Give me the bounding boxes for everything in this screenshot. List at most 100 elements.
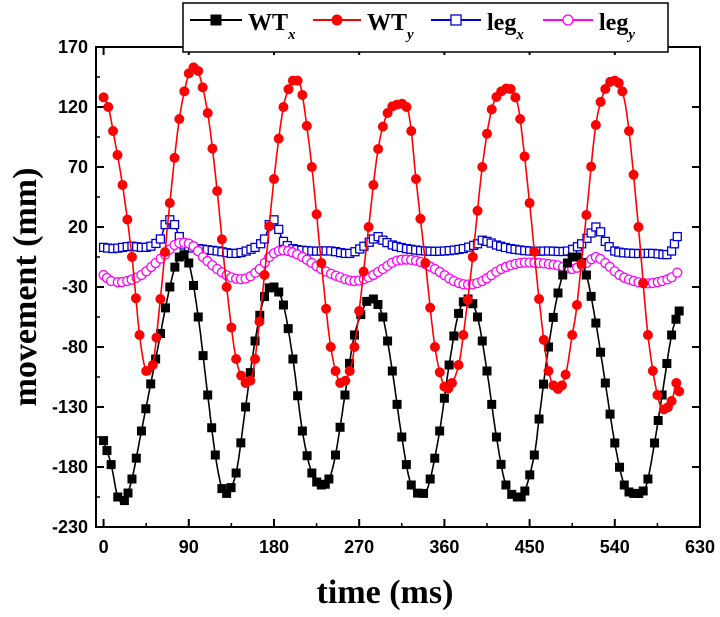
- tick-labels: 0 90 180 270 360 450 540 630 -230 -180 -130 -80 -30 2…: [52, 37, 715, 557]
- data-point-WTx: [260, 292, 270, 302]
- data-point-WTx: [231, 468, 241, 478]
- data-point-WTx: [373, 299, 383, 309]
- data-point-WTy: [193, 66, 204, 76]
- data-point-WTy: [98, 92, 109, 103]
- data-point-WTx: [210, 450, 220, 460]
- data-point-WTx: [596, 347, 606, 357]
- data-point-WTy: [169, 152, 180, 163]
- legend-label-legx: legx: [487, 10, 524, 43]
- data-point-WTy: [254, 316, 265, 327]
- data-point-WTy: [216, 234, 227, 245]
- data-point-WTy: [179, 86, 190, 97]
- data-point-WTx: [269, 282, 279, 292]
- data-point-legx: [165, 215, 175, 225]
- data-point-WTx: [558, 270, 568, 280]
- data-point-WTy: [666, 396, 677, 406]
- data-point-WTx: [193, 312, 203, 322]
- data-point-WTy: [510, 92, 521, 103]
- data-point-WTy: [567, 330, 578, 340]
- data-point-WTy: [259, 270, 270, 280]
- data-point-WTy: [292, 75, 303, 86]
- data-point-WTy: [434, 367, 445, 378]
- data-point-legx: [591, 222, 601, 232]
- data-point-WTx: [335, 422, 345, 432]
- data-point-WTx: [274, 287, 284, 297]
- data-point-WTx: [529, 450, 539, 460]
- data-point-WTx: [501, 480, 511, 490]
- data-point-WTx: [293, 391, 303, 401]
- data-point-WTx: [378, 312, 388, 322]
- data-point-WTy: [534, 294, 545, 304]
- data-point-WTy: [221, 282, 232, 292]
- data-point-WTx: [425, 474, 435, 484]
- data-point-WTy: [245, 375, 256, 386]
- data-point-WTy: [462, 294, 473, 305]
- data-point-WTx: [102, 446, 112, 456]
- data-point-legx: [155, 234, 166, 244]
- legend: WTx WTy legx legy: [182, 2, 669, 53]
- data-point-WTx: [397, 432, 407, 442]
- data-point-WTx: [610, 438, 620, 448]
- data-point-WTx: [340, 390, 350, 400]
- x-tick-label: 270: [344, 537, 374, 557]
- data-point-WTy: [283, 84, 294, 95]
- series-WTx: [99, 250, 684, 506]
- data-point-WTy: [108, 126, 119, 136]
- data-point-WTy: [429, 342, 440, 352]
- data-point-WTy: [425, 302, 436, 313]
- data-point-WTx: [615, 462, 625, 472]
- data-point-WTx: [217, 484, 227, 494]
- data-point-WTx: [349, 330, 359, 340]
- data-point-legx: [274, 224, 284, 235]
- data-point-WTx: [297, 426, 307, 436]
- data-point-WTy: [671, 378, 682, 388]
- data-point-WTx: [226, 483, 236, 493]
- data-point-WTy: [202, 108, 213, 118]
- data-point-WTx: [131, 453, 141, 463]
- data-point-WTy: [556, 380, 567, 391]
- data-point-WTy: [481, 128, 492, 139]
- series-line-WTx: [102, 253, 680, 504]
- series-line-WTy: [102, 65, 680, 411]
- data-point-WTy: [467, 252, 478, 262]
- y-tick-label: 170: [58, 37, 88, 57]
- data-point-WTy: [571, 300, 582, 310]
- x-tick-label: 90: [179, 537, 199, 557]
- data-point-WTx: [419, 488, 429, 498]
- data-point-WTx: [189, 281, 199, 290]
- data-point-WTy: [642, 330, 653, 340]
- data-point-WTy: [623, 126, 634, 136]
- data-point-WTx: [477, 336, 487, 346]
- data-point-WTy: [617, 86, 628, 97]
- legend-marker-legx: [450, 14, 462, 26]
- data-point-WTx: [487, 399, 497, 409]
- x-tick-label: 540: [600, 537, 630, 557]
- data-point-WTy: [159, 247, 170, 258]
- data-point-WTx: [619, 480, 629, 490]
- data-point-WTy: [278, 102, 289, 112]
- data-point-WTy: [301, 120, 312, 131]
- data-point-WTx: [123, 488, 133, 498]
- data-point-WTx: [444, 360, 454, 370]
- data-point-WTy: [151, 332, 162, 343]
- data-point-legx: [577, 239, 587, 249]
- y-tick-label: -80: [62, 337, 88, 357]
- data-point-WTx: [392, 399, 402, 409]
- data-point-WTx: [553, 288, 563, 298]
- data-point-WTx: [674, 306, 684, 316]
- data-point-WTy: [538, 334, 549, 345]
- data-point-WTy: [231, 354, 242, 364]
- data-point-WTy: [273, 133, 284, 144]
- data-point-WTy: [560, 369, 571, 380]
- data-point-WTy: [197, 82, 208, 93]
- data-point-WTx: [387, 366, 397, 376]
- data-point-WTy: [117, 180, 128, 190]
- data-point-WTy: [373, 144, 384, 154]
- data-point-WTy: [486, 104, 497, 115]
- data-point-WTx: [496, 459, 506, 469]
- data-point-WTx: [198, 351, 208, 361]
- data-point-WTy: [446, 378, 457, 388]
- data-point-WTy: [652, 390, 663, 400]
- series-layer: [98, 62, 685, 506]
